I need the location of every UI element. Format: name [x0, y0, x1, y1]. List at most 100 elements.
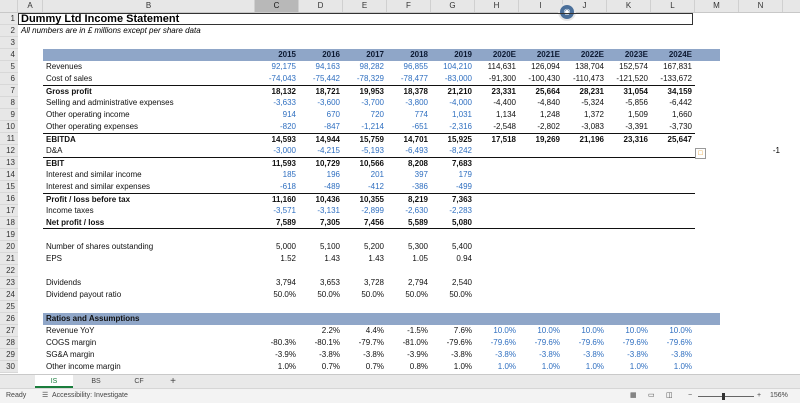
value-cell[interactable]: -3,800 — [405, 98, 428, 107]
value-cell[interactable] — [343, 313, 387, 325]
value-cell[interactable]: -100,430 — [528, 74, 560, 83]
row-header[interactable]: 15 — [0, 181, 18, 193]
row-header[interactable]: 27 — [0, 325, 18, 337]
value-cell[interactable]: -6,442 — [669, 98, 692, 107]
column-header-k[interactable]: K — [607, 0, 651, 12]
year-header-cell[interactable]: 2021E — [519, 49, 563, 61]
value-cell[interactable]: -3,131 — [317, 206, 340, 215]
value-cell[interactable]: 10.0% — [581, 326, 604, 335]
value-cell[interactable] — [607, 277, 651, 289]
value-cell[interactable]: 3,794 — [275, 278, 296, 287]
value-cell[interactable]: 2,794 — [407, 278, 428, 287]
year-header-cell[interactable]: 2023E — [607, 49, 651, 61]
value-cell[interactable] — [519, 313, 563, 325]
value-cell[interactable]: 14,593 — [255, 133, 299, 145]
value-cell[interactable]: -2,283 — [449, 206, 472, 215]
add-sheet-button[interactable]: + — [170, 376, 176, 387]
value-cell[interactable]: 10,729 — [299, 157, 343, 169]
row-header[interactable]: 21 — [0, 253, 18, 265]
row-header[interactable]: 19 — [0, 229, 18, 241]
value-cell[interactable]: 5,200 — [363, 242, 384, 251]
value-cell[interactable]: 50.0% — [273, 290, 296, 299]
value-cell[interactable]: 50.0% — [361, 290, 384, 299]
value-cell[interactable]: -3,571 — [273, 206, 296, 215]
value-cell[interactable]: -489 — [323, 182, 340, 191]
value-cell[interactable]: -110,473 — [573, 74, 604, 83]
row-header[interactable]: 12 — [0, 145, 18, 157]
value-cell[interactable]: 5,300 — [407, 242, 428, 251]
value-cell[interactable] — [563, 157, 607, 169]
value-cell[interactable]: -4,000 — [449, 98, 472, 107]
value-cell[interactable]: 152,574 — [619, 62, 648, 71]
row-header[interactable]: 6 — [0, 73, 18, 85]
value-cell[interactable]: 1.0% — [585, 362, 604, 371]
value-cell[interactable] — [563, 193, 607, 205]
value-cell[interactable]: 5,080 — [431, 217, 475, 229]
value-cell[interactable]: -6,493 — [405, 146, 428, 155]
row-header[interactable]: 20 — [0, 241, 18, 253]
value-cell[interactable] — [475, 289, 519, 301]
value-cell[interactable]: 28,231 — [563, 85, 607, 97]
column-header-j[interactable]: J — [563, 0, 607, 12]
value-cell[interactable] — [607, 241, 651, 253]
normal-view-icon[interactable]: ▦ — [630, 392, 637, 399]
value-cell[interactable] — [475, 169, 519, 181]
value-cell[interactable]: -79.6% — [446, 338, 472, 347]
year-header-cell[interactable]: 2020E — [475, 49, 519, 61]
value-cell[interactable]: -4,840 — [537, 98, 560, 107]
value-cell[interactable] — [519, 217, 563, 229]
row-label[interactable]: Revenues — [46, 62, 83, 71]
value-cell[interactable]: 1,509 — [627, 110, 648, 119]
row-header[interactable]: 29 — [0, 349, 18, 361]
value-cell[interactable]: 11,593 — [255, 157, 299, 169]
value-cell[interactable]: -3.9% — [407, 350, 428, 359]
value-cell[interactable] — [255, 325, 299, 337]
value-cell[interactable]: 18,378 — [387, 85, 431, 97]
value-cell[interactable] — [651, 169, 695, 181]
value-cell[interactable]: 138,704 — [575, 62, 604, 71]
value-cell[interactable]: -3.8% — [319, 350, 340, 359]
value-cell[interactable] — [607, 181, 651, 193]
column-header-e[interactable]: E — [343, 0, 387, 12]
value-cell[interactable] — [563, 169, 607, 181]
select-all-corner[interactable] — [0, 0, 18, 12]
value-cell[interactable]: -75,442 — [312, 74, 340, 83]
value-cell[interactable]: 25,664 — [519, 85, 563, 97]
value-cell[interactable] — [519, 181, 563, 193]
value-cell[interactable]: 1.0% — [541, 362, 560, 371]
value-cell[interactable]: 0.7% — [365, 362, 384, 371]
value-cell[interactable]: 10.0% — [625, 326, 648, 335]
value-cell[interactable] — [651, 145, 695, 157]
value-cell[interactable]: 1.0% — [629, 362, 648, 371]
row-label[interactable]: Dividends — [46, 278, 82, 287]
row-header[interactable]: 24 — [0, 289, 18, 301]
value-cell[interactable] — [431, 313, 475, 325]
value-cell[interactable]: 94,163 — [315, 62, 340, 71]
value-cell[interactable] — [563, 241, 607, 253]
value-cell[interactable] — [607, 169, 651, 181]
value-cell[interactable] — [475, 205, 519, 217]
value-cell[interactable] — [475, 217, 519, 229]
year-header-cell[interactable]: 2018 — [387, 49, 431, 61]
value-cell[interactable] — [651, 217, 695, 229]
row-header[interactable]: 10 — [0, 121, 18, 133]
row-label[interactable]: Cost of sales — [46, 74, 93, 83]
row-label[interactable]: Interest and similar income — [46, 170, 142, 179]
row-header[interactable]: 30 — [0, 361, 18, 373]
value-cell[interactable] — [651, 313, 695, 325]
value-cell[interactable]: 10,436 — [299, 193, 343, 205]
value-cell[interactable]: 5,100 — [319, 242, 340, 251]
value-cell[interactable]: 1.43 — [324, 254, 340, 263]
column-header-h[interactable]: H — [475, 0, 519, 12]
accessibility-status[interactable]: Accessibility: Investigate — [52, 392, 128, 399]
value-cell[interactable] — [475, 313, 519, 325]
page-title[interactable]: Dummy Ltd Income Statement — [21, 13, 180, 25]
value-cell[interactable] — [475, 241, 519, 253]
value-cell[interactable]: 21,210 — [431, 85, 475, 97]
value-cell[interactable] — [563, 217, 607, 229]
value-cell[interactable]: -412 — [367, 182, 384, 191]
value-cell[interactable]: 179 — [458, 170, 472, 179]
column-header-b[interactable]: B — [43, 0, 255, 12]
value-cell[interactable]: 10.0% — [493, 326, 516, 335]
value-cell[interactable]: -386 — [411, 182, 428, 191]
